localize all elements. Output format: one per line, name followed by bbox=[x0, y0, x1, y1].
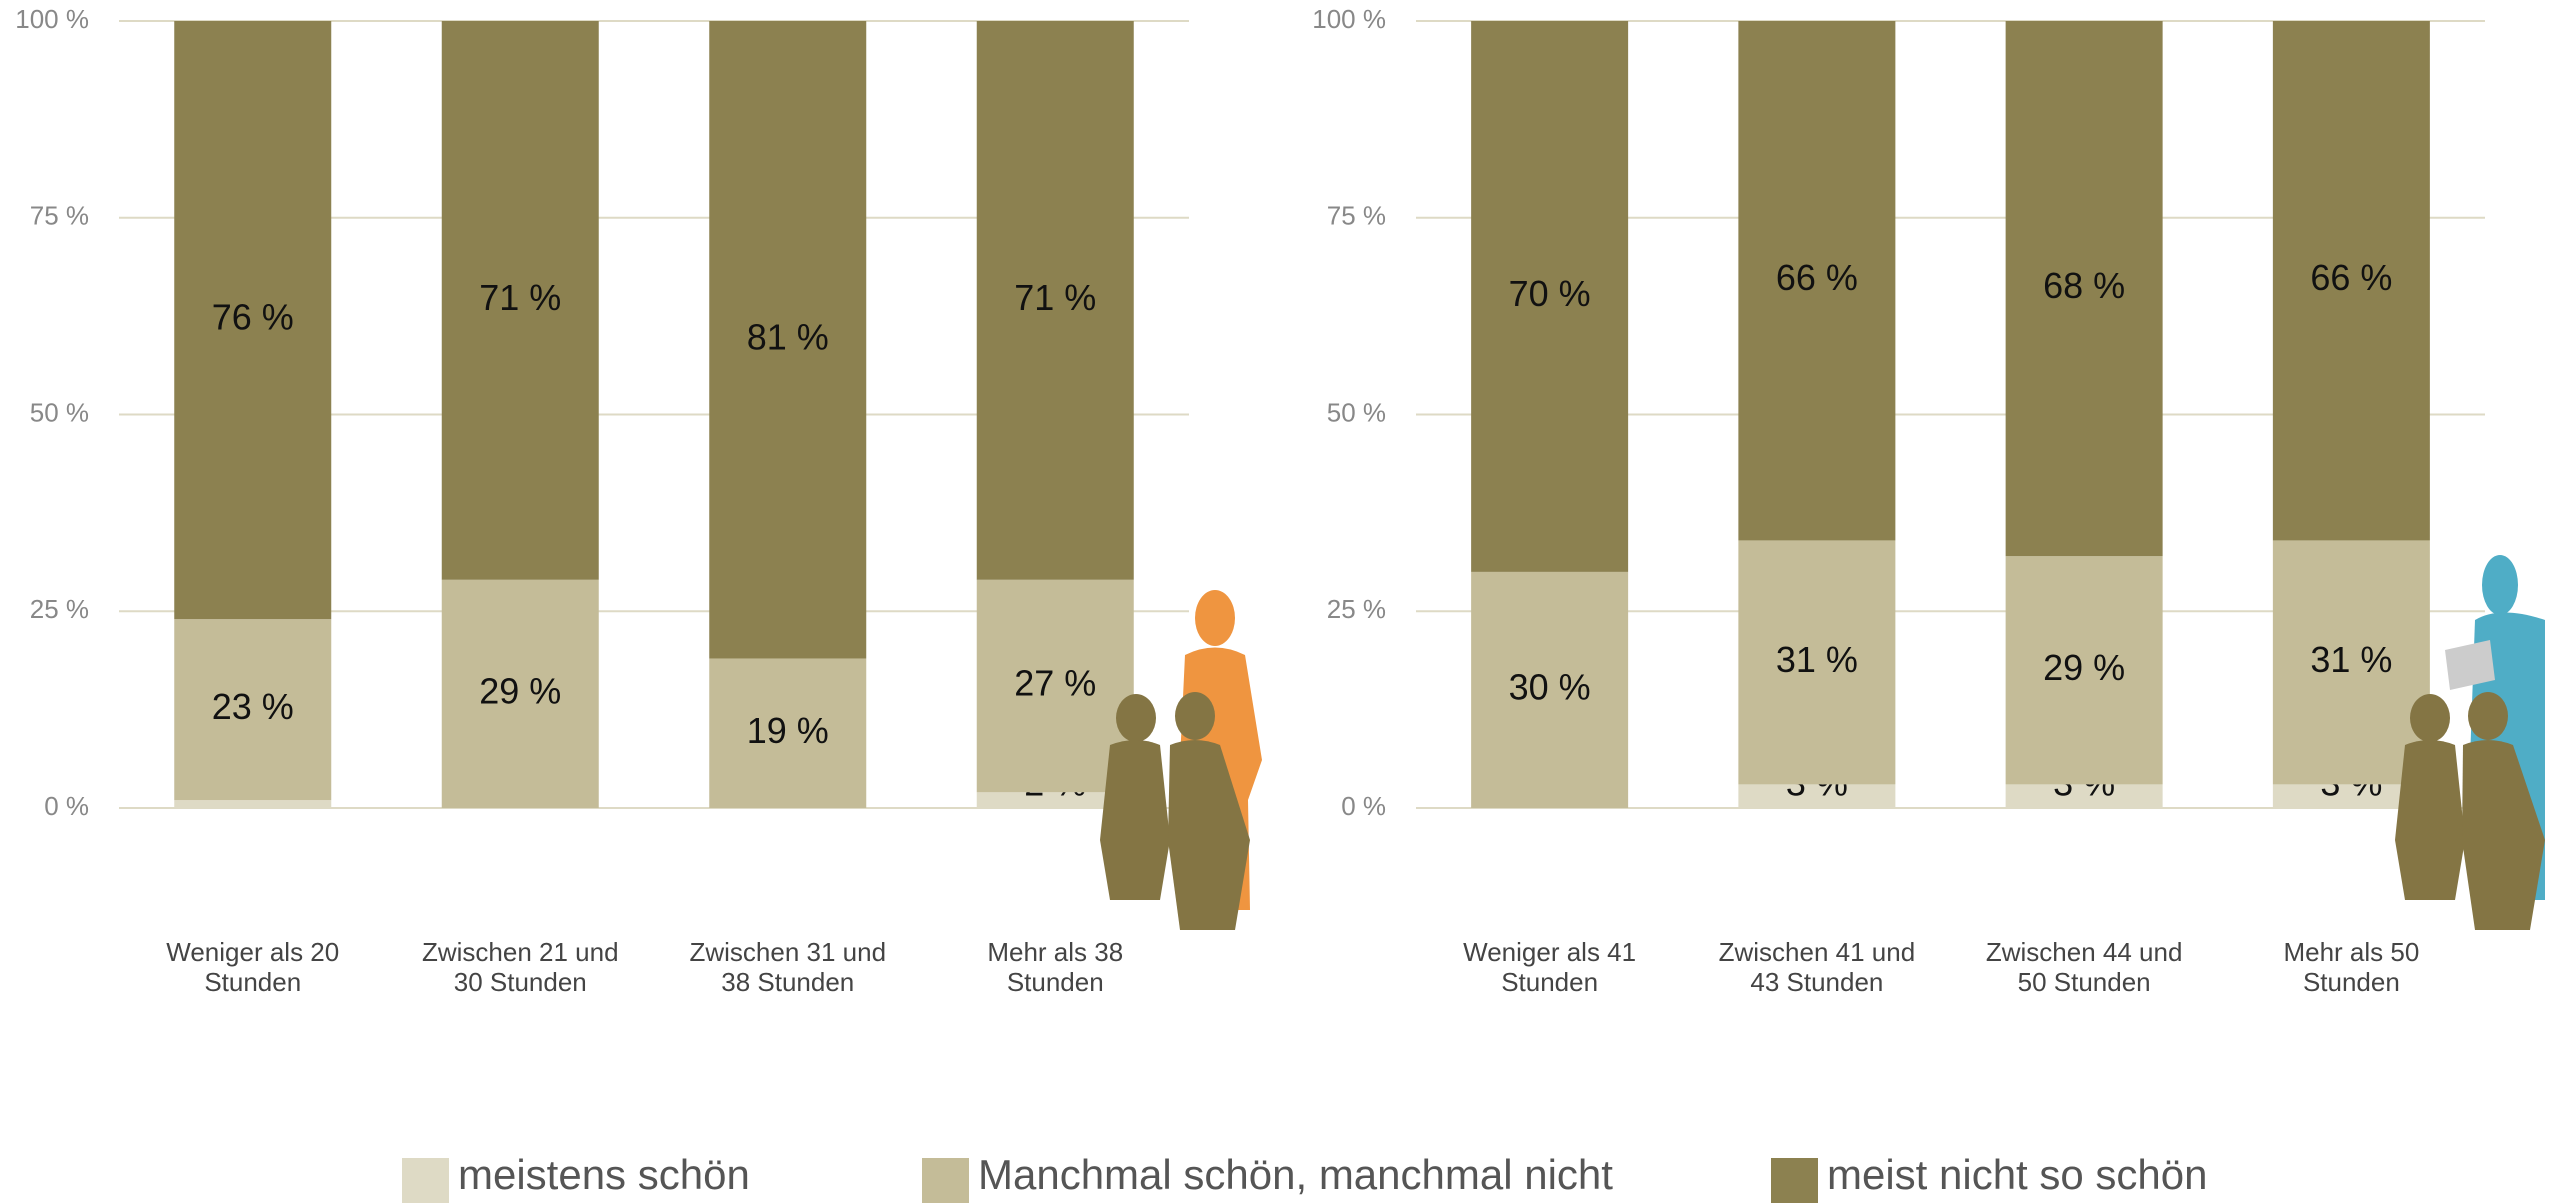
data-label: 29 % bbox=[479, 670, 561, 711]
bar-segment bbox=[2005, 556, 2163, 785]
bar-segment bbox=[709, 658, 867, 808]
bar-segment bbox=[2272, 21, 2430, 541]
data-label: 71 % bbox=[1014, 277, 1096, 318]
legend-label: meistens schön bbox=[458, 1151, 750, 1198]
bar-segment bbox=[174, 619, 332, 801]
x-tick-label: Zwischen 41 und 43 Stunden bbox=[1718, 937, 1916, 997]
bar-segment bbox=[976, 792, 1134, 808]
bar-segment bbox=[1738, 540, 1896, 785]
x-tick-label: Mehr als 50 Stunden bbox=[2283, 937, 2420, 997]
data-label: 76 % bbox=[212, 297, 294, 338]
x-tick-label: Mehr als 38 Stunden bbox=[987, 937, 1124, 997]
bar-segment bbox=[1471, 571, 1629, 808]
legend-label: meist nicht so schön bbox=[1827, 1151, 2208, 1198]
bar-segment bbox=[976, 21, 1134, 580]
x-tick-label: Zwischen 31 und 38 Stunden bbox=[689, 937, 887, 997]
data-label: 68 % bbox=[2043, 265, 2125, 306]
y-tick-label: 0 % bbox=[44, 791, 89, 821]
data-label: 29 % bbox=[2043, 647, 2125, 688]
y-tick-label: 50 % bbox=[1327, 397, 1386, 427]
bar-segment bbox=[1738, 21, 1896, 541]
data-label: 66 % bbox=[1776, 257, 1858, 298]
bar-segment bbox=[2272, 540, 2430, 785]
x-tick-label: Weniger als 41 Stunden bbox=[1463, 937, 1637, 997]
data-label: 71 % bbox=[479, 277, 561, 318]
bar-segment bbox=[1471, 21, 1629, 572]
data-label: 81 % bbox=[747, 316, 829, 357]
silhouette-children bbox=[2395, 692, 2545, 930]
bar-segment bbox=[976, 579, 1134, 793]
bar-segment bbox=[174, 800, 332, 808]
bar-segment bbox=[2005, 784, 2163, 808]
bar-segment bbox=[709, 21, 867, 659]
y-tick-label: 0 % bbox=[1341, 791, 1386, 821]
legend-label: Manchmal schön, manchmal nicht bbox=[978, 1151, 1613, 1198]
x-tick-label: Weniger als 20 Stunden bbox=[166, 937, 340, 997]
legend-swatch bbox=[1771, 1158, 1818, 1203]
y-tick-label: 75 % bbox=[1327, 201, 1386, 231]
bar-segment bbox=[174, 21, 332, 620]
bar-segment bbox=[441, 21, 599, 580]
x-tick-label: Zwischen 44 und 50 Stunden bbox=[1985, 937, 2183, 997]
silhouette-children bbox=[1100, 692, 1250, 930]
y-tick-label: 100 % bbox=[1312, 4, 1386, 34]
data-label: 70 % bbox=[1509, 273, 1591, 314]
bar-segment bbox=[2272, 784, 2430, 808]
data-label: 31 % bbox=[2310, 639, 2392, 680]
bar-segment bbox=[2005, 21, 2163, 557]
data-label: 23 % bbox=[212, 686, 294, 727]
data-label: 19 % bbox=[747, 710, 829, 751]
legend-swatch bbox=[922, 1158, 969, 1203]
bar-segment bbox=[441, 579, 599, 808]
x-tick-label: Zwischen 21 und 30 Stunden bbox=[421, 937, 619, 997]
data-label: 66 % bbox=[2310, 257, 2392, 298]
bar-segment bbox=[1738, 784, 1896, 808]
data-label: 30 % bbox=[1509, 666, 1591, 707]
y-tick-label: 25 % bbox=[1327, 594, 1386, 624]
data-label: 31 % bbox=[1776, 639, 1858, 680]
y-tick-label: 75 % bbox=[30, 201, 89, 231]
data-label: 27 % bbox=[1014, 663, 1096, 704]
y-tick-label: 100 % bbox=[15, 4, 89, 34]
y-tick-label: 50 % bbox=[30, 397, 89, 427]
legend-swatch bbox=[402, 1158, 449, 1203]
y-tick-label: 25 % bbox=[30, 594, 89, 624]
